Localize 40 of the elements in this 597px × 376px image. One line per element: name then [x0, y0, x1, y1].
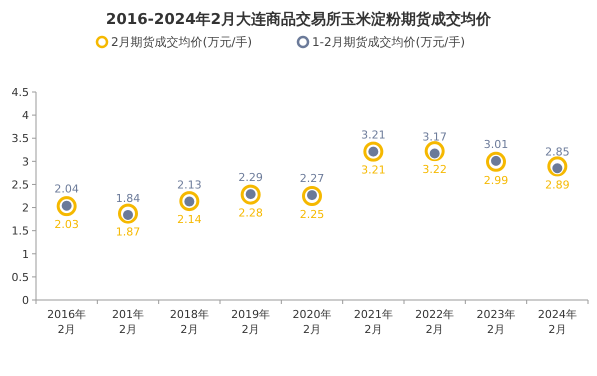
x-tick-label: 2016年 2月 — [47, 308, 86, 336]
y-tick-label: 1.5 — [12, 224, 29, 238]
x-tick-label: 2019年 2月 — [231, 308, 270, 336]
y-tick-label: 2 — [22, 202, 29, 215]
data-label: 2.99 — [484, 174, 508, 187]
data-label: 2.28 — [238, 206, 263, 220]
x-tick-label: 2021年 2月 — [354, 308, 393, 336]
y-tick-label: 0 — [22, 294, 29, 307]
data-label: 2.13 — [177, 178, 202, 192]
data-label: 2.89 — [545, 178, 570, 192]
data-label: 3.22 — [422, 163, 447, 176]
x-tick-label: 2018年 2月 — [170, 308, 209, 336]
data-label: 3.21 — [361, 128, 386, 142]
y-tick-label: 2.5 — [12, 178, 29, 192]
x-tick-label: 2022年 2月 — [415, 308, 454, 336]
data-label: 2.27 — [300, 172, 324, 186]
data-label: 1.87 — [116, 226, 140, 239]
data-label: 2.04 — [54, 182, 79, 196]
x-tick-label: 2023年 2月 — [476, 308, 516, 336]
data-label: 3.17 — [422, 130, 447, 144]
data-label: 2.14 — [177, 213, 202, 226]
data-label: 3.01 — [484, 138, 508, 151]
data-label: 2.29 — [238, 171, 263, 184]
y-tick-label: 1 — [22, 248, 29, 261]
data-label: 2.85 — [545, 145, 570, 158]
y-tick-label: 3 — [22, 155, 29, 168]
y-tick-label: 0.5 — [12, 270, 29, 284]
chart-title: 2016-2024年2月大连商品交易所玉米淀粉期货成交均价 — [106, 10, 492, 28]
y-tick-label: 4.5 — [12, 86, 29, 99]
x-tick-label: 2020年 2月 — [292, 308, 332, 336]
y-tick-label: 3.5 — [12, 132, 29, 146]
y-tick-label: 4 — [22, 109, 29, 122]
data-label: 3.21 — [361, 164, 386, 177]
legend-label: 1-2月期货成交均价(万元/手) — [312, 35, 466, 49]
x-tick-label: 201年 2月 — [112, 308, 144, 336]
x-tick-label: 2024年 2月 — [538, 308, 577, 336]
data-label: 2.03 — [54, 218, 79, 232]
data-label: 2.25 — [300, 208, 324, 221]
data-label: 1.84 — [116, 192, 140, 205]
legend-label: 2月期货成交均价(万元/手) — [111, 35, 252, 49]
